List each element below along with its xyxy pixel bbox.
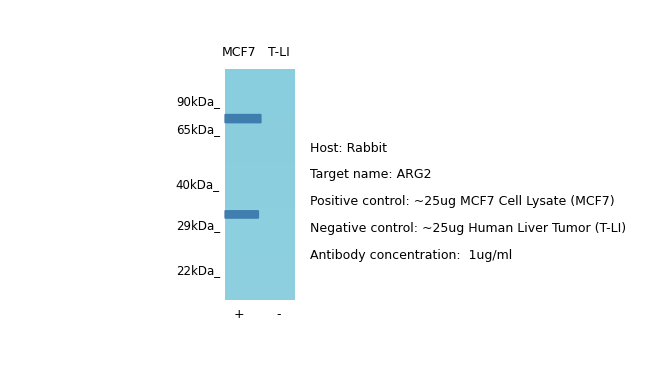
Bar [225, 220, 295, 231]
Text: 65kDa_: 65kDa_ [176, 123, 220, 137]
Bar [225, 116, 295, 127]
Bar [225, 173, 295, 185]
Text: 22kDa_: 22kDa_ [176, 264, 220, 277]
Text: Target name: ARG2: Target name: ARG2 [311, 168, 432, 182]
FancyBboxPatch shape [224, 210, 259, 219]
Bar [225, 69, 295, 300]
Bar [225, 277, 295, 289]
Text: MCF7: MCF7 [222, 46, 256, 59]
Bar [225, 185, 295, 197]
Bar [225, 162, 295, 173]
Text: T-LI: T-LI [268, 46, 290, 59]
Bar [225, 208, 295, 220]
Bar [225, 127, 295, 139]
Text: 90kDa_: 90kDa_ [176, 95, 220, 108]
Bar [225, 139, 295, 150]
Text: Antibody concentration:  1ug/ml: Antibody concentration: 1ug/ml [311, 249, 513, 262]
Bar [225, 197, 295, 208]
Bar [225, 69, 295, 81]
Text: 40kDa_: 40kDa_ [176, 178, 220, 191]
Bar [225, 104, 295, 116]
Bar [225, 289, 295, 300]
Bar [225, 81, 295, 92]
Text: Host: Rabbit: Host: Rabbit [311, 142, 387, 155]
Bar [225, 243, 295, 254]
Text: Negative control: ~25ug Human Liver Tumor (T-LI): Negative control: ~25ug Human Liver Tumo… [311, 222, 627, 235]
FancyBboxPatch shape [224, 114, 261, 123]
Text: Positive control: ~25ug MCF7 Cell Lysate (MCF7): Positive control: ~25ug MCF7 Cell Lysate… [311, 195, 615, 208]
Bar [225, 254, 295, 266]
Text: +: + [233, 308, 244, 321]
Bar [225, 92, 295, 104]
Text: -: - [276, 308, 281, 321]
Bar [225, 266, 295, 277]
Text: 29kDa_: 29kDa_ [176, 219, 220, 232]
Bar [225, 231, 295, 243]
Bar [225, 150, 295, 162]
